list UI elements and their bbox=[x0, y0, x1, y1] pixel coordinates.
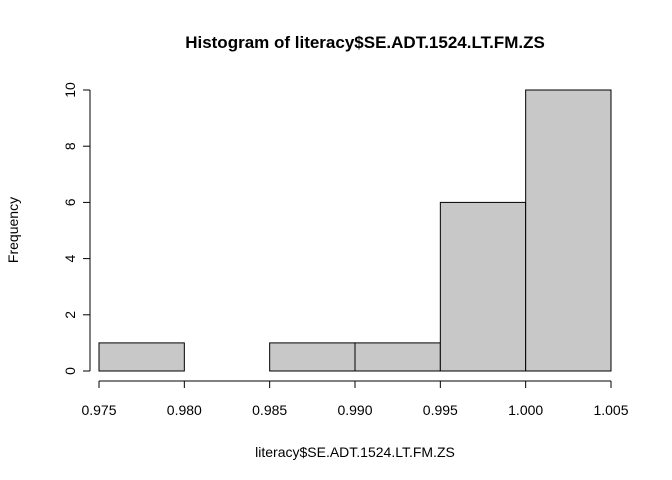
y-axis-label: Frequency bbox=[5, 197, 21, 263]
x-tick-label-6: 1.005 bbox=[593, 402, 628, 418]
x-tick-label-4: 0.995 bbox=[423, 402, 458, 418]
histogram-bar-3 bbox=[354, 342, 441, 372]
chart-title: Histogram of literacy$SE.ADT.1524.LT.FM.… bbox=[185, 33, 545, 52]
bars-group bbox=[98, 89, 612, 372]
y-tick-label-1: 2 bbox=[62, 311, 78, 319]
x-tick-label-2: 0.985 bbox=[252, 402, 287, 418]
y-tick-label-4: 8 bbox=[62, 142, 78, 150]
y-tick-label-0: 0 bbox=[62, 367, 78, 375]
y-axis: 0 2 4 6 8 10 bbox=[62, 82, 91, 375]
y-tick-label-3: 6 bbox=[62, 198, 78, 206]
y-tick-label-2: 4 bbox=[62, 254, 78, 262]
histogram-bar-0 bbox=[98, 342, 185, 372]
x-axis-label: literacy$SE.ADT.1524.LT.FM.ZS bbox=[255, 444, 455, 460]
x-tick-label-0: 0.975 bbox=[81, 402, 116, 418]
histogram-bar-4 bbox=[439, 201, 527, 372]
x-tick-label-5: 1.000 bbox=[508, 402, 543, 418]
histogram-bar-2 bbox=[269, 342, 356, 372]
histogram-bar-5 bbox=[525, 89, 612, 372]
x-tick-label-3: 0.990 bbox=[337, 402, 372, 418]
y-tick-label-5: 10 bbox=[62, 82, 78, 98]
x-axis: 0.975 0.980 0.985 0.990 0.995 1.000 1.005 bbox=[81, 380, 629, 418]
x-tick-label-1: 0.980 bbox=[167, 402, 202, 418]
